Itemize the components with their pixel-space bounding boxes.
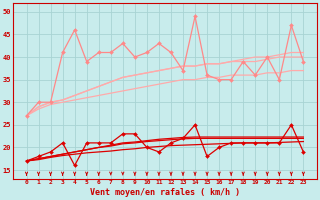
X-axis label: Vent moyen/en rafales ( km/h ): Vent moyen/en rafales ( km/h )	[90, 188, 240, 197]
